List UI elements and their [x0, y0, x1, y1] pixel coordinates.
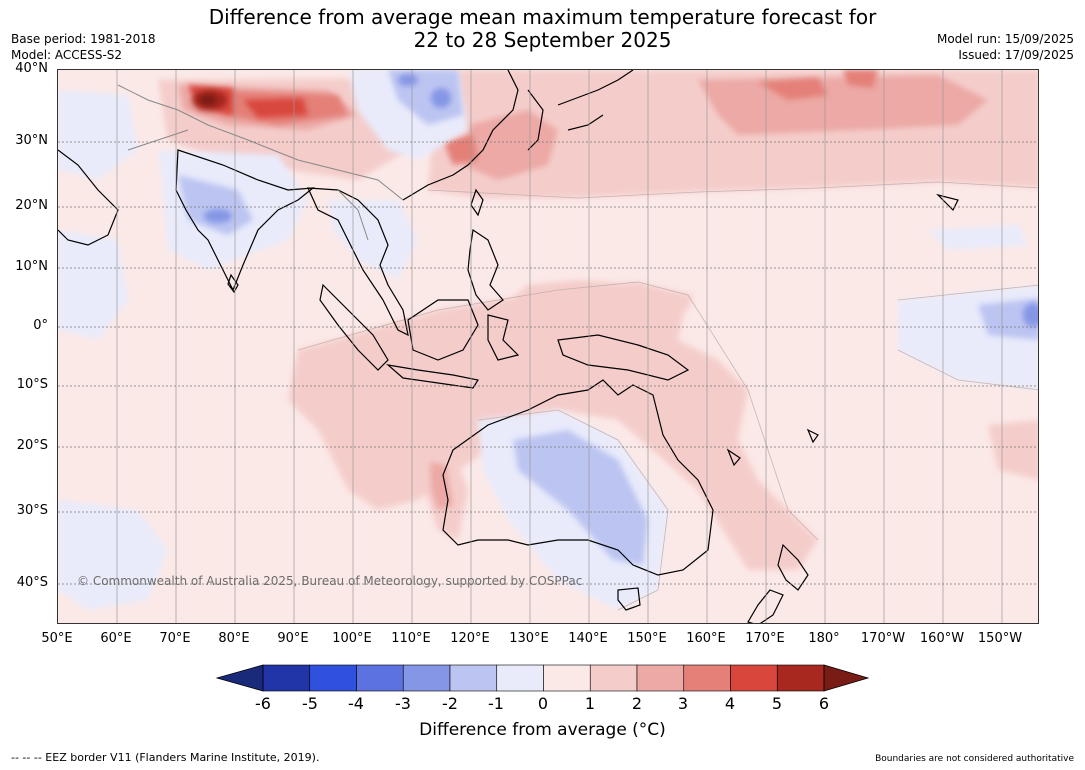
colorbar-segment: [496, 664, 544, 692]
lon-label: 90°E: [277, 631, 309, 646]
lon-label: 150°E: [627, 631, 667, 646]
lon-label: 140°E: [568, 631, 608, 646]
graticule: [116, 70, 1003, 623]
colorbar-under-arrow: [215, 664, 264, 692]
anomaly-contours: [297, 181, 1038, 611]
colorbar-tick: 2: [631, 694, 643, 713]
lon-label: 170°W: [860, 631, 906, 646]
country-borders: [117, 84, 404, 241]
lat-label: 20°S: [16, 438, 48, 453]
colorbar-tick: 4: [724, 694, 736, 713]
colorbar-segment: [356, 664, 404, 692]
colorbar: [215, 664, 870, 692]
lon-label: 100°E: [332, 631, 372, 646]
lon-label: 80°E: [218, 631, 250, 646]
colorbar-segment: [683, 664, 731, 692]
map-title-line2: 22 to 28 September 2025: [413, 28, 672, 52]
colorbar-tick: -6: [255, 694, 271, 713]
colorbar-segment: [589, 664, 638, 692]
colorbar-over-arrow: [823, 664, 870, 692]
colorbar-tick: -1: [488, 694, 504, 713]
colorbar-tick: 3: [677, 694, 689, 713]
colorbar-segments: [262, 664, 825, 692]
colorbar-tick: 1: [584, 694, 596, 713]
model-text: Model: ACCESS-S2: [11, 48, 123, 62]
colorbar-tick: 5: [771, 694, 783, 713]
lat-label: 30°S: [16, 503, 48, 518]
lat-label: 40°N: [15, 61, 48, 76]
issued-text: Issued: 17/09/2025: [958, 48, 1074, 62]
lon-label: 180°: [808, 631, 840, 646]
lat-label: 30°N: [15, 133, 48, 148]
colorbar-segment: [449, 664, 498, 692]
colorbar-segment: [730, 664, 778, 692]
meta-right: Model run: 15/09/2025 Issued: 17/09/2025: [937, 31, 1074, 63]
lat-label: 10°N: [15, 259, 48, 274]
colorbar-segment: [309, 664, 357, 692]
lon-label: 70°E: [159, 631, 191, 646]
model-run-text: Model run: 15/09/2025: [936, 32, 1074, 46]
base-period-text: Base period: 1981-2018: [11, 32, 156, 46]
lon-label: 60°E: [100, 631, 132, 646]
lon-label: 130°E: [509, 631, 549, 646]
colorbar-segment: [262, 664, 311, 692]
colorbar-segment: [402, 664, 451, 692]
colorbar-segment: [636, 664, 685, 692]
colorbar-segment: [776, 664, 825, 692]
lon-label: 50°E: [41, 631, 73, 646]
coastlines: [58, 70, 959, 623]
lon-label: 160°E: [686, 631, 726, 646]
lat-label: 10°S: [16, 377, 48, 392]
colorbar-tick: -2: [442, 694, 458, 713]
lon-label: 120°E: [450, 631, 490, 646]
warm-anomaly-core: [188, 85, 308, 118]
lon-label: 110°E: [391, 631, 431, 646]
lon-label: 160°W: [919, 631, 965, 646]
colorbar-title: Difference from average (°C): [419, 720, 666, 740]
map-title-line1: Difference from average mean maximum tem…: [208, 5, 877, 29]
boundaries-disclaimer: Boundaries are not considered authoritat…: [875, 754, 1074, 764]
lat-label: 0°: [33, 318, 48, 333]
meta-left: Base period: 1981-2018 Model: ACCESS-S2: [11, 31, 156, 63]
colorbar-tick: 0: [537, 694, 549, 713]
cool-anomaly-2-3: [204, 74, 1038, 327]
copyright-notice: © Commonwealth of Australia 2025, Bureau…: [77, 574, 583, 588]
lon-label: 170°E: [745, 631, 785, 646]
lon-label: 150°W: [977, 631, 1023, 646]
colorbar-tick: 6: [818, 694, 830, 713]
eez-note: -- -- -- EEZ border V11 (Flanders Marine…: [11, 751, 320, 764]
colorbar-segment: [543, 664, 591, 692]
map-canvas: [58, 70, 1038, 623]
lat-label: 40°S: [16, 575, 48, 590]
anomaly-map: [57, 69, 1039, 624]
colorbar-tick: -4: [348, 694, 364, 713]
lat-label: 20°N: [15, 198, 48, 213]
colorbar-tick: -5: [302, 694, 318, 713]
colorbar-tick: -3: [395, 694, 411, 713]
